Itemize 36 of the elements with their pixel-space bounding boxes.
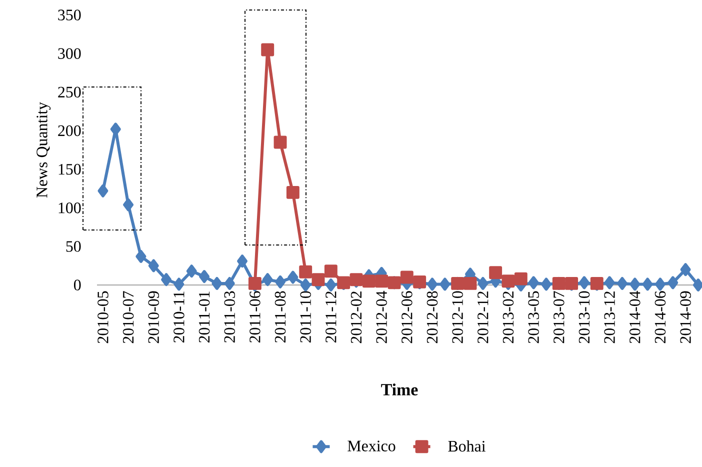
x-tick-label: 2013-05 (528, 291, 539, 344)
x-tick-label: 2011-12 (326, 292, 336, 342)
x-axis-title: Time (381, 384, 418, 396)
x-tick-label: 2012-02 (350, 292, 362, 344)
x-tick-label: 2011-03 (224, 291, 235, 342)
y-tick-label: 50 (66, 241, 81, 252)
y-tick-label: 200 (58, 125, 81, 136)
x-tick-label: 2010-07 (122, 291, 134, 344)
y-tick-label: 300 (58, 48, 81, 59)
x-tick-label: 2010-11 (174, 292, 184, 342)
x-tick-label: 2012-08 (426, 291, 438, 344)
x-tick-label: 2010-09 (148, 291, 159, 344)
x-tick-label: 2012-06 (402, 291, 412, 344)
x-tick-label: 2013-10 (578, 291, 590, 344)
x-tick-label: 2013-02 (502, 292, 514, 344)
x-tick-label: 2011-01 (198, 292, 210, 342)
y-tick-label: 350 (58, 10, 81, 20)
x-tick-label: 2013-12 (604, 292, 615, 344)
x-tick-label: 2010-05 (98, 291, 108, 344)
y-tick-label: 0 (74, 280, 81, 290)
x-tick-label: 2013-07 (554, 291, 564, 344)
x-tick-label: 2014-06 (654, 291, 666, 344)
y-axis-title: News Quantity (36, 102, 51, 198)
y-tick-label: 100 (58, 202, 81, 214)
x-tick-label: 2012-10 (452, 291, 463, 344)
y-tick-label: 250 (58, 86, 81, 98)
x-tick-label: 2012-12 (478, 292, 488, 344)
x-tick-label: 2011-08 (274, 291, 286, 342)
x-tick-label: 2011-06 (250, 291, 260, 342)
legend-label: Bohai (448, 440, 486, 452)
x-tick-label: 2011-10 (300, 291, 311, 342)
x-tick-label: 2014-09 (680, 291, 691, 344)
x-tick-label: 2014-04 (630, 290, 640, 344)
legend-label: Mexico (348, 440, 396, 452)
y-tick-label: 150 (58, 164, 81, 175)
x-tick-label: 2012-04 (376, 290, 387, 344)
